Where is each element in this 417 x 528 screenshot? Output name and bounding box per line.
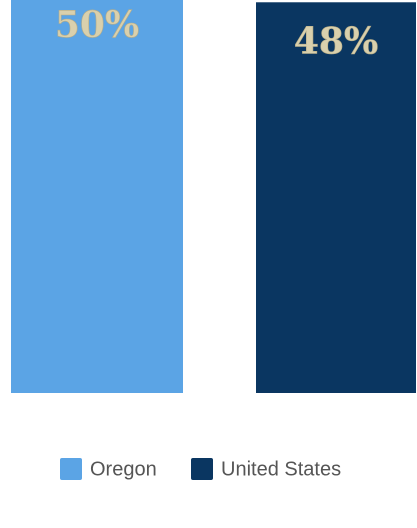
- value-label: 50%: [55, 4, 139, 46]
- bar: [256, 2, 416, 394]
- legend-swatch: [60, 458, 82, 480]
- legend-label: Oregon: [90, 458, 157, 480]
- value-label: 48%: [294, 20, 378, 62]
- legend-label: United States: [221, 458, 341, 480]
- bar: [11, 0, 183, 393]
- legend-swatch: [191, 458, 213, 480]
